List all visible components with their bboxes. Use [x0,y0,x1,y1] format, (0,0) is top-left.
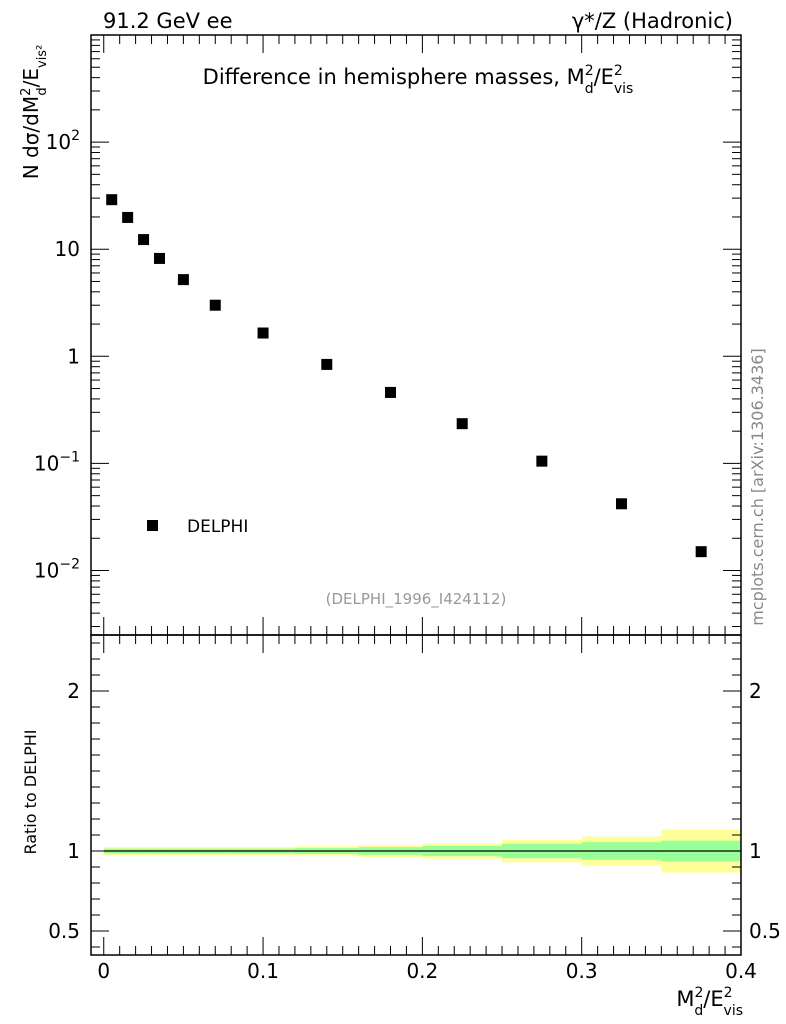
ratio-y-ticks [91,642,741,948]
x-tick-label: 0 [97,959,110,983]
ratio-x-ticks [103,635,742,955]
main-y-tick-label: 10 [55,237,80,261]
data-point [695,546,707,558]
main-y-tick-label: 10−2 [34,557,80,583]
data-point [536,455,548,467]
x-tick-label: 0.3 [566,959,598,983]
data-point [154,252,166,264]
main-x-ticks [103,35,742,635]
data-point [106,194,118,206]
ratio-y-axis-label: Ratio to DELPHI [21,729,40,854]
ratio-y-tick-label-right: 2 [749,679,762,703]
data-point [177,274,189,286]
analysis-reference: (DELPHI_1996_I424112) [326,590,507,609]
x-axis-label: M2 d/E2 vis [676,985,743,1019]
legend-marker [147,520,158,531]
ratio-plot-panel: 2 2 1 1 0.5 0.5 0 0.1 0.2 0.3 0.4 Ratio to DELPHI… [21,634,781,1019]
main-y-tick-label: 10−1 [34,449,80,475]
legend: DELPHI [147,517,248,537]
data-point [122,211,134,223]
ratio-y-tick-label: 2 [67,679,80,703]
data-point [456,418,468,430]
main-y-ticks [91,34,741,628]
ratio-y-tick-label-right: 1 [749,839,762,863]
main-plot-panel: 102 10 1 10−1 10−2 Difference in hemisphere … [19,34,742,636]
x-tick-label: 0.1 [247,959,279,983]
watermark: mcplots.cern.ch [arXiv:1306.3436] [748,348,767,625]
data-point [257,327,269,339]
main-y-tick-label: 102 [46,128,80,154]
y-axis-label: N dσ/dM2d/Evis² [19,45,50,180]
ratio-y-tick-labels: 2 2 1 1 0.5 0.5 [48,679,781,943]
ratio-plot-frame [90,634,742,956]
main-y-tick-label: 1 [67,344,80,368]
x-tick-label: 0.4 [725,959,757,983]
x-tick-labels: 0 0.1 0.2 0.3 0.4 [97,959,757,983]
process-label: γ*/Z (Hadronic) [572,9,733,33]
main-plot-frame [90,34,742,636]
ratio-y-tick-label: 0.5 [48,919,80,943]
data-point [616,498,628,510]
data-points [106,194,707,558]
data-point [321,358,333,370]
data-point [209,299,221,311]
data-point [138,234,150,246]
energy-label: 91.2 GeV ee [103,9,233,33]
main-y-tick-labels: 102 10 1 10−1 10−2 [34,128,80,582]
plot-title: Difference in hemisphere masses, M2 d/E2 v… [203,63,634,97]
x-tick-label: 0.2 [406,959,438,983]
data-point [385,386,397,398]
legend-label: DELPHI [187,517,248,537]
ratio-y-tick-label: 1 [67,839,80,863]
ratio-y-tick-label-right: 0.5 [749,919,781,943]
